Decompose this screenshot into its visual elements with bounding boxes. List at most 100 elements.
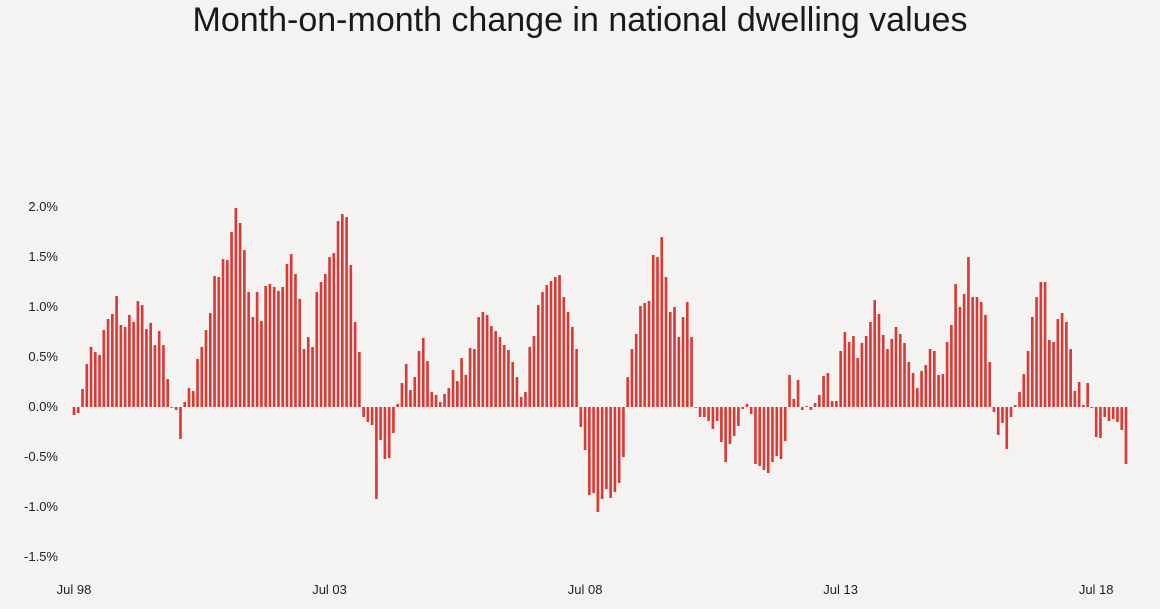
bar bbox=[443, 394, 446, 407]
bar bbox=[894, 327, 898, 407]
bar bbox=[643, 303, 647, 407]
bar bbox=[792, 399, 796, 407]
bar bbox=[464, 375, 468, 407]
bar bbox=[1035, 297, 1038, 407]
bar bbox=[345, 217, 348, 407]
bar bbox=[230, 232, 233, 407]
bar bbox=[1052, 342, 1055, 407]
bar bbox=[886, 349, 889, 407]
bar bbox=[571, 327, 574, 407]
bar bbox=[149, 323, 152, 407]
bar bbox=[549, 281, 553, 407]
bar bbox=[289, 254, 293, 407]
bar bbox=[1090, 407, 1094, 408]
bar bbox=[813, 403, 817, 407]
bar bbox=[102, 330, 106, 407]
bar bbox=[975, 297, 979, 407]
bar bbox=[681, 317, 685, 407]
bar bbox=[208, 313, 212, 407]
bar bbox=[438, 402, 442, 407]
bar bbox=[153, 345, 157, 407]
bar bbox=[170, 407, 174, 408]
bar bbox=[255, 292, 259, 407]
bar bbox=[588, 407, 591, 495]
bar bbox=[1103, 407, 1107, 417]
y-tick-label: 0.0% bbox=[28, 399, 58, 414]
bar bbox=[306, 337, 310, 407]
bar bbox=[664, 277, 668, 407]
bar bbox=[85, 364, 89, 407]
bar bbox=[779, 407, 783, 459]
bar bbox=[685, 302, 689, 407]
bar bbox=[800, 407, 804, 410]
bar bbox=[1077, 382, 1081, 407]
bar bbox=[984, 315, 987, 407]
bar bbox=[830, 401, 834, 407]
bar bbox=[426, 361, 429, 407]
bar bbox=[698, 407, 702, 417]
bar bbox=[123, 327, 127, 407]
bar bbox=[174, 407, 178, 410]
x-tick-label: Jul 98 bbox=[57, 582, 92, 597]
bar bbox=[818, 395, 821, 407]
bar bbox=[434, 395, 438, 407]
bar bbox=[379, 407, 382, 440]
bar bbox=[315, 292, 319, 407]
bar bbox=[856, 358, 859, 407]
bar bbox=[311, 347, 314, 407]
bar bbox=[383, 407, 387, 459]
bar bbox=[783, 407, 787, 441]
bar bbox=[1060, 313, 1064, 407]
bar bbox=[1039, 282, 1043, 407]
bar bbox=[1056, 319, 1060, 407]
bar bbox=[213, 276, 216, 407]
x-tick-label: Jul 03 bbox=[312, 582, 347, 597]
x-tick-label: Jul 13 bbox=[823, 582, 858, 597]
bar bbox=[749, 407, 753, 414]
bar bbox=[1094, 407, 1098, 437]
bar bbox=[575, 349, 578, 407]
bar bbox=[933, 351, 936, 407]
bar bbox=[396, 404, 400, 407]
bar bbox=[519, 397, 523, 407]
bar bbox=[898, 334, 902, 407]
bar bbox=[737, 407, 740, 426]
x-tick-label: Jul 08 bbox=[568, 582, 603, 597]
bar bbox=[558, 275, 561, 407]
bar bbox=[106, 319, 110, 407]
bar bbox=[221, 259, 225, 407]
bar bbox=[217, 277, 221, 407]
bar bbox=[294, 274, 297, 407]
bar bbox=[421, 338, 425, 407]
bar bbox=[447, 388, 451, 407]
bar bbox=[1073, 391, 1077, 407]
bar bbox=[600, 407, 604, 499]
bar bbox=[541, 292, 544, 407]
bar bbox=[298, 299, 302, 407]
bar bbox=[728, 407, 732, 444]
bar bbox=[583, 407, 587, 450]
bar bbox=[128, 315, 131, 407]
bar bbox=[945, 342, 949, 407]
bar bbox=[392, 407, 395, 433]
bar bbox=[1026, 351, 1030, 407]
bar bbox=[545, 285, 549, 407]
bar bbox=[694, 407, 698, 408]
bar bbox=[954, 284, 957, 407]
bar bbox=[745, 404, 749, 407]
bar bbox=[915, 388, 919, 407]
bar bbox=[1086, 383, 1089, 407]
bar bbox=[1065, 322, 1068, 407]
bar bbox=[724, 407, 727, 462]
bar bbox=[941, 374, 945, 407]
bar bbox=[907, 362, 911, 407]
bar bbox=[715, 407, 719, 421]
bar bbox=[656, 257, 659, 407]
bar bbox=[839, 351, 842, 407]
bar bbox=[260, 321, 263, 407]
bar bbox=[617, 407, 621, 483]
bar bbox=[1069, 349, 1072, 407]
bar bbox=[145, 329, 148, 407]
bar bbox=[460, 358, 463, 407]
bar bbox=[536, 305, 540, 407]
